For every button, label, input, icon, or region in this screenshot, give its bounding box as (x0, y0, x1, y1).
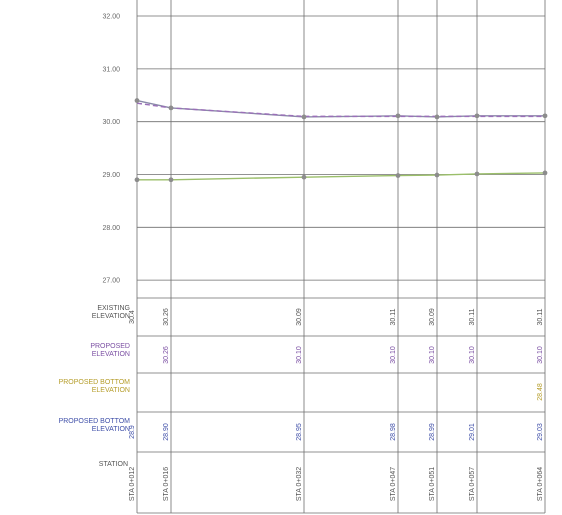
station-label: STA 0+057 (469, 467, 476, 501)
proposed-elevation-value: 30.10 (296, 346, 303, 364)
proposed-bottom-2-value: 29.01 (469, 423, 476, 441)
station-label: STA 0+047 (390, 467, 397, 501)
existing-elevation-value: 30.11 (537, 308, 544, 325)
profile-point (301, 174, 307, 180)
station-label: STA 0+012 (129, 467, 136, 501)
profile-point (474, 113, 480, 119)
proposed-bottom-2-value: 28.98 (390, 423, 397, 441)
profile-point (168, 177, 174, 183)
profile-point (395, 173, 401, 178)
profile-point (542, 113, 548, 119)
profile-line (136, 99, 545, 118)
existing-elevation-value: 30.11 (469, 308, 476, 325)
profile-lines (136, 99, 546, 181)
profile-point (168, 105, 174, 111)
existing-elevation-value: 30.11 (390, 308, 397, 325)
proposed-elevation-value: 30.10 (469, 346, 476, 364)
row-label-proposed: PROPOSED ELEVATION (90, 343, 130, 358)
grid-lines (136, 0, 546, 298)
elevation-tick-label: 28.00 (102, 225, 120, 232)
elevation-tick-label: 30.00 (102, 119, 120, 126)
profile-point (301, 114, 307, 120)
profile-point (542, 170, 548, 176)
proposed-bottom-2-value: 28.95 (296, 423, 303, 441)
elevation-tick-label: 29.00 (102, 172, 120, 179)
elevation-axis: 32.00 31.00 30.00 29.00 28.00 27.00 (102, 14, 120, 285)
row-label-proposed-bottom-2: PROPOSED BOTTOM ELEVATION (58, 418, 130, 433)
proposed-elevation-value: 30.10 (429, 346, 436, 364)
proposed-elevation-value: 30.26 (163, 346, 170, 364)
station-label: STA 0+051 (429, 467, 436, 501)
profile-point (474, 171, 480, 177)
proposed-bottom-2-value: 28.9 (129, 425, 136, 439)
elevation-tick-label: 32.00 (102, 14, 120, 21)
profile-point (395, 113, 401, 119)
proposed-bottom-1-value: 28.48 (537, 383, 544, 401)
proposed-bottom-2-value: 28.90 (163, 423, 170, 441)
existing-elevation-value: 30.4 (129, 310, 136, 324)
row-label-station: STATION (98, 461, 128, 468)
profile-point (134, 98, 140, 103)
station-label: STA 0+032 (296, 467, 303, 501)
proposed-elevation-value: 30.10 (390, 346, 397, 364)
existing-elevation-value: 30.26 (163, 308, 170, 326)
existing-elevation-value: 30.09 (296, 308, 303, 326)
proposed-elevation-value: 30.10 (537, 346, 544, 364)
elevation-tick-label: 27.00 (102, 278, 120, 285)
profile-table: 30.4 28.9 STA 0+012 30.26 30.26 28.90 STA 0+01… (129, 297, 546, 514)
elevation-tick-label: 31.00 (102, 66, 120, 73)
profile-point (134, 177, 140, 183)
existing-elevation-value: 30.09 (429, 308, 436, 326)
row-label-proposed-bottom-1: PROPOSED BOTTOM ELEVATION (58, 379, 130, 394)
profile-point (434, 114, 440, 120)
station-label: STA 0+016 (163, 467, 170, 501)
profile-points (134, 98, 548, 183)
profile-point (434, 172, 440, 178)
proposed-bottom-2-value: 28.99 (429, 423, 436, 441)
row-label-existing: EXISTING ELEVATION (91, 305, 130, 320)
station-label: STA 0+064 (537, 467, 544, 501)
profile-line (137, 172, 546, 181)
proposed-bottom-2-value: 29.03 (537, 423, 544, 441)
